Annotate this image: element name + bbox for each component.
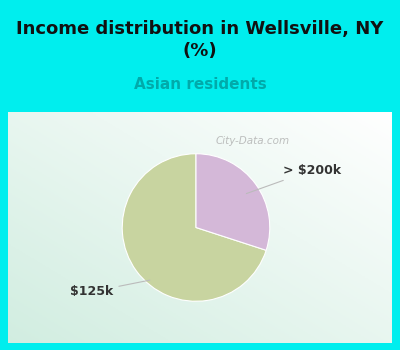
Wedge shape (122, 154, 266, 301)
Text: $125k: $125k (70, 280, 150, 298)
Text: > $200k: > $200k (246, 164, 341, 194)
Text: Asian residents: Asian residents (134, 77, 266, 92)
Wedge shape (196, 154, 270, 250)
Text: City-Data.com: City-Data.com (215, 136, 289, 146)
Text: Income distribution in Wellsville, NY
(%): Income distribution in Wellsville, NY (%… (16, 20, 384, 60)
